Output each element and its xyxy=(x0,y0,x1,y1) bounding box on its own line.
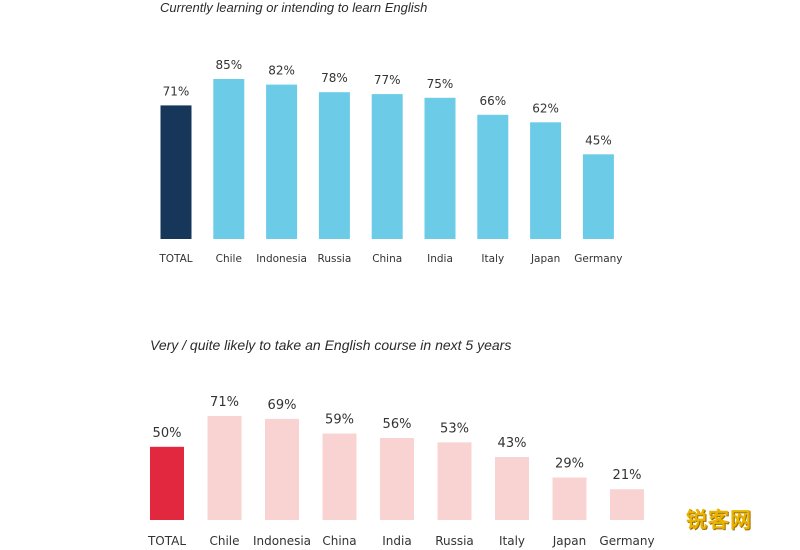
chart-1-bar-italy xyxy=(477,114,509,239)
chart-1-value-label-india: 75% xyxy=(427,77,454,91)
chart-2-category-label-russia: Russia xyxy=(435,534,474,548)
chart-2-category-label-india: India xyxy=(382,534,411,548)
chart-1-category-label-russia: Russia xyxy=(318,253,352,265)
chart-1-bar-germany xyxy=(582,154,614,239)
chart-2-bar-china xyxy=(322,433,357,520)
chart-2-value-label-russia: 53% xyxy=(440,421,469,436)
chart-1-bar-indonesia xyxy=(266,84,298,239)
chart-2-bar-indonesia xyxy=(265,418,299,520)
chart-2-value-label-germany: 21% xyxy=(613,468,642,483)
chart-2-bar-total xyxy=(150,446,184,520)
chart-1-category-label-india: India xyxy=(427,253,453,265)
chart-1-value-label-italy: 66% xyxy=(479,94,506,108)
chart-1-value-label-indonesia: 82% xyxy=(268,64,295,78)
chart-2-bar-italy xyxy=(495,457,529,520)
chart-2-category-label-indonesia: Indonesia xyxy=(253,534,311,548)
chart-1-title: Currently learning or intending to learn… xyxy=(160,0,428,15)
chart-1-category-label-germany: Germany xyxy=(574,253,622,265)
chart-2-bar-chile xyxy=(207,416,242,520)
chart-1-category-label-indonesia: Indonesia xyxy=(256,253,307,265)
chart-1-category-label-total: TOTAL xyxy=(158,253,192,265)
chart-1-category-label-china: China xyxy=(372,253,402,265)
chart-1-value-label-china: 77% xyxy=(374,73,401,87)
chart-1-bar-china xyxy=(371,94,403,239)
chart-2-bar-india xyxy=(380,438,414,520)
chart-2-bar-germany xyxy=(610,489,644,520)
chart-2-category-label-germany: Germany xyxy=(599,534,654,548)
chart-1-value-label-total: 71% xyxy=(163,84,190,98)
chart-1-bar-india xyxy=(424,97,456,239)
chart-1-category-label-chile: Chile xyxy=(216,253,242,265)
chart-2-value-label-total: 50% xyxy=(153,426,182,441)
chart-2-value-label-chile: 71% xyxy=(210,395,239,410)
chart-2-category-label-china: China xyxy=(322,534,356,548)
chart-1-value-label-russia: 78% xyxy=(321,71,348,85)
chart-1-learning-english: 71% TOTAL 85% Chile 82% Indonesia 78% Russia 77%… xyxy=(158,58,622,265)
watermark-logo: 锐客网 xyxy=(686,508,752,532)
chart-1-value-label-germany: 45% xyxy=(585,133,612,147)
chart-1-bar-japan xyxy=(530,122,562,239)
chart-2-value-label-india: 56% xyxy=(383,417,412,432)
chart-2-category-label-japan: Japan xyxy=(552,534,586,548)
chart-2-value-label-japan: 29% xyxy=(555,457,584,472)
chart-1-category-label-japan: Japan xyxy=(530,253,560,265)
chart-2-value-label-indonesia: 69% xyxy=(268,398,297,413)
chart-2-value-label-italy: 43% xyxy=(498,436,527,451)
chart-2-value-label-china: 59% xyxy=(325,413,354,428)
chart-1-value-label-japan: 62% xyxy=(532,101,559,115)
chart-1-bar-total xyxy=(160,105,192,240)
chart-1-bar-russia xyxy=(318,92,350,239)
chart-1-category-label-italy: Italy xyxy=(481,253,504,265)
chart-2-category-label-chile: Chile xyxy=(209,534,239,548)
chart-2-category-label-italy: Italy xyxy=(499,534,525,548)
chart-1-bar-chile xyxy=(213,79,245,239)
chart-2-bar-japan xyxy=(552,477,587,520)
chart-2-category-label-total: TOTAL xyxy=(147,534,186,548)
chart-2-bar-russia xyxy=(437,442,472,520)
chart-1-value-label-chile: 85% xyxy=(215,58,242,72)
chart-2-title: Very / quite likely to take an English c… xyxy=(150,337,512,353)
